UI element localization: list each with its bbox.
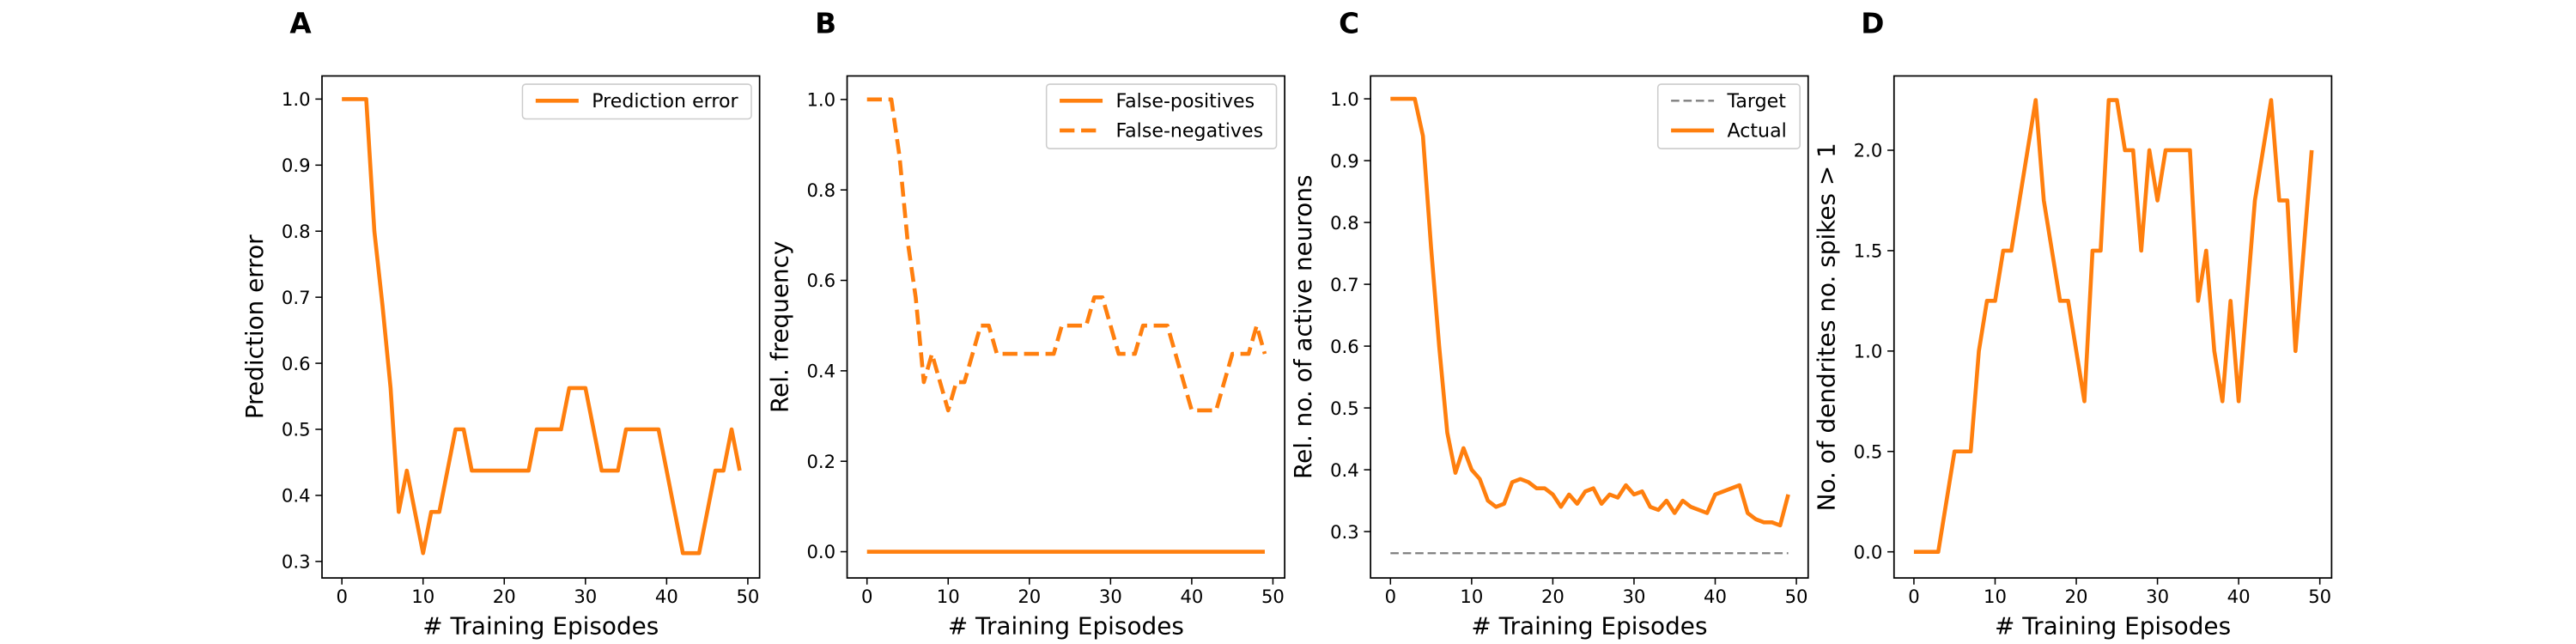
x-tick-label: 50 <box>2308 586 2331 607</box>
data-line <box>1913 98 2314 554</box>
y-tick-label: 0.0 <box>806 541 835 562</box>
legend-label: Target <box>1727 90 1787 112</box>
x-tick-label: 0 <box>861 586 872 607</box>
x-tick-label: 40 <box>655 586 678 607</box>
legend-label: Actual <box>1728 120 1787 143</box>
x-tick-label: 30 <box>1623 586 1646 607</box>
legend: Target Actual <box>1656 83 1801 149</box>
y-tick-label: 0.4 <box>1330 459 1359 481</box>
y-tick-label: 0.9 <box>1330 150 1359 172</box>
x-tick-label: 30 <box>574 586 597 607</box>
legend-label: Prediction error <box>592 90 738 112</box>
legend-box <box>521 83 752 120</box>
x-tick-label: 20 <box>2065 586 2088 607</box>
panel-label: C <box>1339 7 1359 39</box>
y-axis-label: Rel. no. of active neurons <box>1289 174 1317 479</box>
legend: Prediction error <box>521 83 752 120</box>
x-tick-label: 0 <box>336 586 347 607</box>
y-tick-label: 0.4 <box>282 485 311 507</box>
y-tick-label: 1.0 <box>282 88 311 110</box>
legend-label: False-positives <box>1115 90 1255 112</box>
x-tick-label: 20 <box>1541 586 1564 607</box>
x-tick-label: 40 <box>1180 586 1203 607</box>
y-tick-label: 0.4 <box>806 361 835 382</box>
x-tick-label: 40 <box>2227 586 2251 607</box>
panel: C 0 10 20 30 40 50 0.3 0.4 0.5 0.6 0.7 0.8 0.9 1.0 # Tr… <box>1289 7 1809 640</box>
y-tick-label: 0.5 <box>1330 398 1359 419</box>
y-tick-label: 0.8 <box>806 179 835 201</box>
axes-frame <box>846 75 1286 579</box>
y-tick-label: 0.2 <box>806 451 835 472</box>
legend-label: False-negatives <box>1115 120 1263 143</box>
y-tick-label: 0.3 <box>282 551 311 573</box>
data-line <box>866 97 1267 413</box>
x-tick-label: 50 <box>1261 586 1285 607</box>
y-tick-label: 0.6 <box>806 270 835 291</box>
panel-label: B <box>815 7 836 39</box>
y-axis-label: No. of dendrites no. spikes > 1 <box>1813 143 1841 511</box>
y-tick-label: 2.0 <box>1854 140 1883 161</box>
y-axis-label: Rel. frequency <box>765 240 793 413</box>
panel-label: D <box>1861 7 1884 39</box>
y-tick-label: 1.0 <box>806 89 835 111</box>
legend: False-positives False-negatives <box>1045 83 1278 149</box>
x-tick-label: 0 <box>1385 586 1396 607</box>
x-tick-label: 30 <box>1099 586 1122 607</box>
y-tick-label: 0.7 <box>1330 274 1359 295</box>
y-tick-label: 0.7 <box>282 287 311 308</box>
x-axis-label: # Training Episodes <box>1995 611 2231 640</box>
panel: D 0 10 20 30 40 50 0.0 0.5 1.0 1.5 2.0 # Training Ep… <box>1813 7 2333 640</box>
y-tick-label: 0.3 <box>1330 521 1359 543</box>
y-tick-label: 1.0 <box>1854 341 1883 362</box>
axes-frame <box>321 75 761 579</box>
panel-label: A <box>289 7 312 39</box>
y-tick-label: 0.6 <box>282 353 311 374</box>
legend-box <box>1045 83 1278 149</box>
x-tick-label: 20 <box>493 586 516 607</box>
x-tick-label: 10 <box>411 586 434 607</box>
x-axis-label: # Training Episodes <box>948 611 1184 640</box>
x-tick-label: 20 <box>1018 586 1041 607</box>
data-line <box>342 97 742 556</box>
y-axis-label: Prediction error <box>240 234 269 419</box>
x-tick-label: 50 <box>1785 586 1808 607</box>
x-tick-label: 50 <box>736 586 759 607</box>
y-tick-label: 0.6 <box>1330 336 1359 357</box>
y-tick-label: 0.8 <box>1330 212 1359 234</box>
y-tick-label: 0.0 <box>1854 541 1883 562</box>
x-tick-label: 10 <box>1984 586 2007 607</box>
y-tick-label: 0.5 <box>1854 440 1883 462</box>
x-axis-label: # Training Episodes <box>1471 611 1707 640</box>
panel: A 0 10 20 30 40 50 0.3 0.4 0.5 0.6 0.7 0.8 0.9 1.0 # Tr… <box>240 7 761 640</box>
axes-frame <box>1893 75 2333 579</box>
y-tick-label: 1.5 <box>1854 240 1883 262</box>
y-tick-label: 0.5 <box>282 419 311 440</box>
y-tick-label: 1.0 <box>1330 88 1359 110</box>
x-tick-label: 10 <box>937 586 960 607</box>
panel: B 0 10 20 30 40 50 0.0 0.2 0.4 0.6 0.8 1.0 # Training… <box>765 7 1286 640</box>
x-axis-label: # Training Episodes <box>422 611 659 640</box>
x-tick-label: 0 <box>1908 586 1919 607</box>
axes-frame <box>1370 75 1809 579</box>
x-tick-label: 40 <box>1704 586 1727 607</box>
x-tick-label: 30 <box>2146 586 2169 607</box>
x-tick-label: 10 <box>1460 586 1483 607</box>
data-line <box>1390 96 1790 528</box>
legend-box <box>1656 83 1801 149</box>
y-tick-label: 0.9 <box>282 155 311 176</box>
y-tick-label: 0.8 <box>282 221 311 242</box>
